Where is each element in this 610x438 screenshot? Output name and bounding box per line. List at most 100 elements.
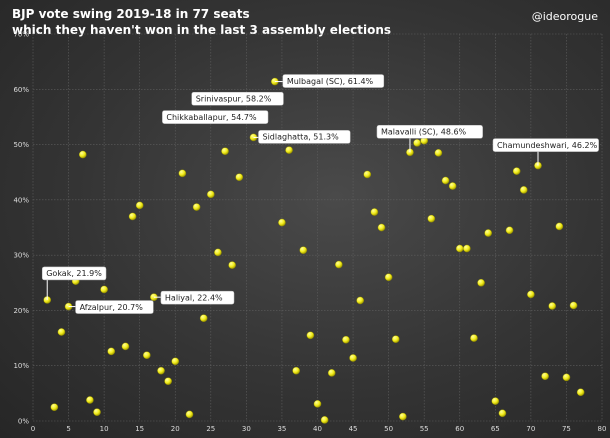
data-point — [391, 335, 400, 343]
data-point — [441, 176, 450, 185]
annotation-label: Chikkaballapur, 54.7% — [166, 113, 257, 122]
data-point — [363, 170, 372, 179]
data-point — [370, 208, 379, 216]
data-point — [377, 223, 386, 232]
data-point — [164, 377, 172, 385]
x-tick-label: 80 — [598, 425, 607, 433]
annotation-box — [75, 300, 154, 314]
data-point — [228, 261, 236, 269]
data-point — [356, 296, 364, 305]
x-tick-label: 15 — [135, 425, 144, 433]
x-tick-label: 5 — [66, 425, 70, 433]
grid-layer — [32, 33, 603, 422]
data-point — [121, 342, 130, 351]
data-point — [335, 260, 343, 269]
data-point — [306, 331, 315, 340]
data-point — [285, 146, 293, 154]
data-point — [384, 273, 393, 282]
data-point — [100, 285, 108, 294]
data-point — [434, 149, 443, 157]
annotation-label: Haliyal, 22.4% — [165, 293, 223, 302]
annotation-label: Afzalpur, 20.7% — [80, 303, 144, 312]
data-point — [93, 408, 101, 416]
y-tick-label: 50% — [13, 141, 29, 149]
data-point — [548, 302, 557, 310]
annotation-box — [282, 74, 385, 88]
annotation-box — [191, 91, 284, 106]
data-point — [157, 366, 165, 375]
data-point — [455, 244, 464, 253]
data-point — [512, 167, 521, 175]
data-point — [57, 328, 66, 336]
data-point — [107, 347, 116, 356]
data-point — [207, 190, 215, 199]
annotation-box — [376, 125, 483, 139]
data-point — [569, 301, 578, 310]
data-point — [327, 369, 336, 377]
data-point — [185, 410, 194, 419]
x-tick-label: 35 — [277, 425, 286, 433]
data-point — [142, 351, 151, 360]
data-point — [463, 244, 471, 253]
x-tick-label: 20 — [171, 425, 180, 433]
y-tick-label: 70% — [13, 31, 29, 39]
data-point — [519, 186, 528, 194]
annotation-box — [160, 290, 235, 305]
data-point — [50, 403, 59, 411]
data-point — [484, 229, 493, 237]
data-point — [235, 173, 244, 181]
data-point — [299, 246, 308, 254]
chart-title-line2: which they haven't won in the last 3 ass… — [12, 23, 392, 37]
y-tick-label: 60% — [13, 86, 29, 94]
x-tick-label: 30 — [242, 425, 251, 433]
data-point — [576, 388, 585, 397]
chart-title: BJP vote swing 2019-18 in 77 seats which… — [12, 6, 391, 38]
point-layer — [43, 77, 585, 424]
x-tick-label: 55 — [420, 425, 429, 433]
data-point — [342, 335, 350, 344]
annotation-layer: Gokak, 21.9% Afzalpur, 20.7% Haliyal, 22.4… — [41, 74, 599, 314]
data-point — [135, 201, 144, 210]
data-point — [199, 314, 208, 322]
data-point — [413, 139, 421, 147]
annotation-label: Sidlaghatta, 51.3% — [262, 133, 339, 142]
data-point — [171, 357, 180, 366]
data-point — [448, 182, 457, 190]
annotation-label: Chamundeshwari, 46.2% — [497, 141, 598, 150]
annotation-box — [162, 110, 269, 124]
data-point — [221, 147, 229, 156]
data-point — [562, 373, 571, 382]
x-tick-label: 50 — [384, 425, 393, 433]
data-point — [527, 290, 535, 299]
y-tick-label: 30% — [13, 252, 29, 260]
data-point — [278, 218, 286, 227]
annotation-box — [492, 138, 599, 152]
x-tick-label: 70 — [526, 425, 535, 433]
x-tick-label: 45 — [349, 425, 358, 433]
axis-layer: 0 5 10 15 20 25 30 35 40 45 50 55 60 65 70 75 80 0% 10% 20%… — [13, 31, 606, 434]
x-tick-label: 60 — [455, 425, 464, 433]
x-tick-label: 40 — [313, 425, 322, 433]
data-point — [214, 248, 222, 257]
data-point — [470, 334, 478, 342]
data-point — [349, 354, 357, 362]
chart-title-line1: BJP vote swing 2019-18 in 77 seats — [12, 7, 250, 21]
annotation-label: Malavalli (SC), 48.6% — [381, 128, 467, 137]
annotation-box — [258, 130, 351, 144]
data-point — [427, 214, 436, 223]
annotation-label: Srinivaspur, 58.2% — [196, 95, 272, 104]
data-point — [505, 226, 514, 235]
x-tick-label: 0 — [31, 425, 35, 433]
x-tick-label: 65 — [491, 425, 500, 433]
data-point — [555, 222, 564, 231]
data-point — [78, 150, 87, 159]
data-point — [86, 396, 94, 404]
annotation-label: Mulbagal (SC), 61.4% — [287, 77, 374, 86]
data-point — [292, 366, 300, 375]
data-point — [313, 400, 322, 408]
author-handle: @ideorogue — [531, 10, 598, 23]
x-tick-label: 75 — [562, 425, 571, 433]
data-point — [541, 372, 549, 381]
y-tick-label: 10% — [13, 362, 29, 370]
